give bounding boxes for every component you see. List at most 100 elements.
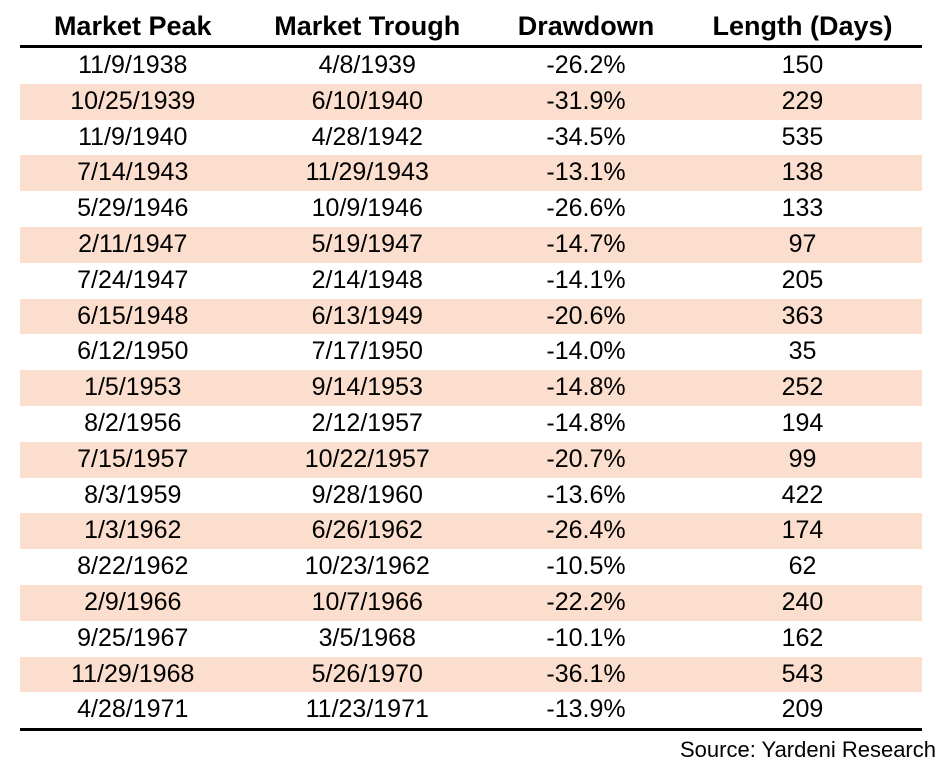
cell-length-days: 138: [781, 158, 824, 187]
cell-market-peak: 5/29/1946: [77, 194, 189, 223]
cell-drawdown: -10.5%: [546, 552, 626, 581]
cell-market-trough: 6/10/1940: [311, 86, 423, 115]
cell-market-trough: 4/8/1939: [318, 51, 416, 79]
table-body: 11/9/1938 4/8/1939 -26.2% 150 10/25/1939 6/10…: [20, 47, 922, 729]
cell-drawdown: -22.2%: [546, 587, 626, 616]
cell-market-trough: 4/28/1942: [311, 122, 423, 151]
cell-market-trough: 10/7/1966: [311, 587, 423, 616]
table-row: 2/11/1947 5/19/1947 -14.7% 97: [20, 226, 922, 263]
cell-market-peak: 7/24/1947: [77, 265, 189, 294]
cell-market-peak: 11/9/1940: [78, 122, 188, 151]
cell-market-trough: 7/17/1950: [311, 337, 423, 366]
table-header: Market Peak Market Trough Drawdown Lengt…: [20, 4, 922, 48]
cell-market-peak: 2/11/1947: [78, 229, 188, 258]
drawdown-table: Market Peak Market Trough Drawdown Lengt…: [20, 4, 922, 728]
cell-market-peak: 1/3/1962: [84, 516, 182, 545]
table-row: 11/9/1938 4/8/1939 -26.2% 150: [20, 47, 922, 84]
cell-length-days: 150: [781, 51, 824, 79]
cell-market-trough: 2/12/1957: [311, 408, 423, 437]
cell-market-trough: 9/28/1960: [311, 480, 423, 509]
cell-market-trough: 6/13/1949: [311, 301, 423, 330]
table-row: 6/15/1948 6/13/1949 -20.6% 363: [20, 298, 922, 335]
cell-market-peak: 9/25/1967: [77, 623, 189, 652]
cell-length-days: 229: [781, 86, 824, 115]
table-row: 5/29/1946 10/9/1946 -26.6% 133: [20, 191, 922, 227]
table-row: 7/24/1947 2/14/1948 -14.1% 205: [20, 263, 922, 299]
cell-length-days: 97: [788, 229, 817, 258]
cell-market-trough: 10/9/1946: [311, 194, 423, 223]
cell-length-days: 174: [781, 516, 824, 545]
table-row: 4/28/1971 11/23/1971 -13.9% 209: [20, 692, 922, 728]
cell-market-peak: 11/9/1938: [78, 51, 188, 79]
bottom-rule: [20, 728, 922, 732]
cell-market-peak: 11/29/1968: [71, 659, 195, 688]
cell-market-trough: 5/19/1947: [311, 229, 423, 258]
cell-length-days: 133: [781, 194, 824, 223]
cell-drawdown: -13.1%: [546, 158, 626, 187]
cell-drawdown: -14.8%: [546, 373, 626, 402]
cell-market-trough: 6/26/1962: [311, 516, 423, 545]
cell-market-trough: 11/23/1971: [305, 695, 429, 724]
cell-length-days: 99: [788, 444, 817, 473]
cell-market-peak: 1/5/1953: [84, 373, 182, 402]
column-header-market-trough: Market Trough: [245, 4, 490, 48]
header-row: Market Peak Market Trough Drawdown Lengt…: [20, 4, 922, 48]
table-row: 8/3/1959 9/28/1960 -13.6% 422: [20, 478, 922, 514]
table-row: 1/3/1962 6/26/1962 -26.4% 174: [20, 513, 922, 550]
cell-drawdown: -14.1%: [546, 265, 626, 294]
cell-drawdown: -20.6%: [546, 301, 626, 330]
cell-length-days: 543: [781, 659, 824, 688]
cell-drawdown: -13.9%: [546, 695, 626, 724]
cell-market-peak: 4/28/1971: [77, 695, 189, 724]
cell-market-peak: 8/3/1959: [84, 480, 182, 509]
cell-length-days: 240: [781, 587, 824, 616]
cell-length-days: 62: [788, 552, 817, 581]
cell-drawdown: -14.7%: [546, 229, 626, 258]
cell-drawdown: -13.6%: [546, 480, 626, 509]
column-header-drawdown: Drawdown: [489, 4, 683, 48]
cell-length-days: 162: [781, 623, 824, 652]
cell-market-trough: 11/29/1943: [305, 158, 429, 187]
cell-market-peak: 8/2/1956: [84, 408, 182, 437]
cell-length-days: 535: [781, 122, 824, 151]
cell-market-peak: 2/9/1966: [84, 587, 182, 616]
table-row: 9/25/1967 3/5/1968 -10.1% 162: [20, 621, 922, 657]
cell-market-trough: 9/14/1953: [311, 373, 423, 402]
source-note: Source: Yardeni Research: [680, 737, 936, 763]
cell-length-days: 209: [781, 695, 824, 724]
cell-market-trough: 10/23/1962: [304, 552, 430, 581]
table-row: 8/22/1962 10/23/1962 -10.5% 62: [20, 549, 922, 585]
cell-length-days: 194: [781, 408, 824, 437]
table-row: 11/9/1940 4/28/1942 -34.5% 535: [20, 120, 922, 156]
cell-market-peak: 10/25/1939: [70, 86, 196, 115]
table-row: 10/25/1939 6/10/1940 -31.9% 229: [20, 83, 922, 120]
cell-drawdown: -26.6%: [546, 194, 626, 223]
cell-market-peak: 6/12/1950: [77, 337, 189, 366]
cell-market-trough: 10/22/1957: [304, 444, 430, 473]
cell-market-peak: 7/15/1957: [77, 444, 189, 473]
cell-length-days: 35: [788, 337, 817, 366]
cell-market-peak: 8/22/1962: [77, 552, 189, 581]
cell-drawdown: -36.1%: [546, 659, 626, 688]
cell-market-peak: 6/15/1948: [77, 301, 189, 330]
table-row: 7/15/1957 10/22/1957 -20.7% 99: [20, 441, 922, 478]
column-header-market-peak: Market Peak: [20, 4, 246, 48]
table-row: 2/9/1966 10/7/1966 -22.2% 240: [20, 584, 922, 621]
cell-length-days: 363: [781, 301, 824, 330]
cell-drawdown: -26.2%: [546, 51, 626, 79]
column-header-length-days: Length (Days): [682, 4, 922, 48]
table-row: 6/12/1950 7/17/1950 -14.0% 35: [20, 334, 922, 370]
cell-length-days: 252: [781, 373, 824, 402]
cell-drawdown: -14.0%: [546, 337, 626, 366]
cell-market-trough: 5/26/1970: [311, 659, 423, 688]
cell-market-trough: 2/14/1948: [311, 265, 423, 294]
cell-length-days: 422: [781, 480, 824, 509]
cell-drawdown: -14.8%: [546, 408, 626, 437]
table-container: Market Peak Market Trough Drawdown Lengt…: [20, 4, 936, 763]
cell-market-peak: 7/14/1943: [77, 158, 189, 187]
table-row: 7/14/1943 11/29/1943 -13.1% 138: [20, 155, 922, 192]
cell-drawdown: -20.7%: [546, 444, 626, 473]
cell-drawdown: -10.1%: [546, 623, 626, 652]
cell-length-days: 205: [781, 265, 824, 294]
